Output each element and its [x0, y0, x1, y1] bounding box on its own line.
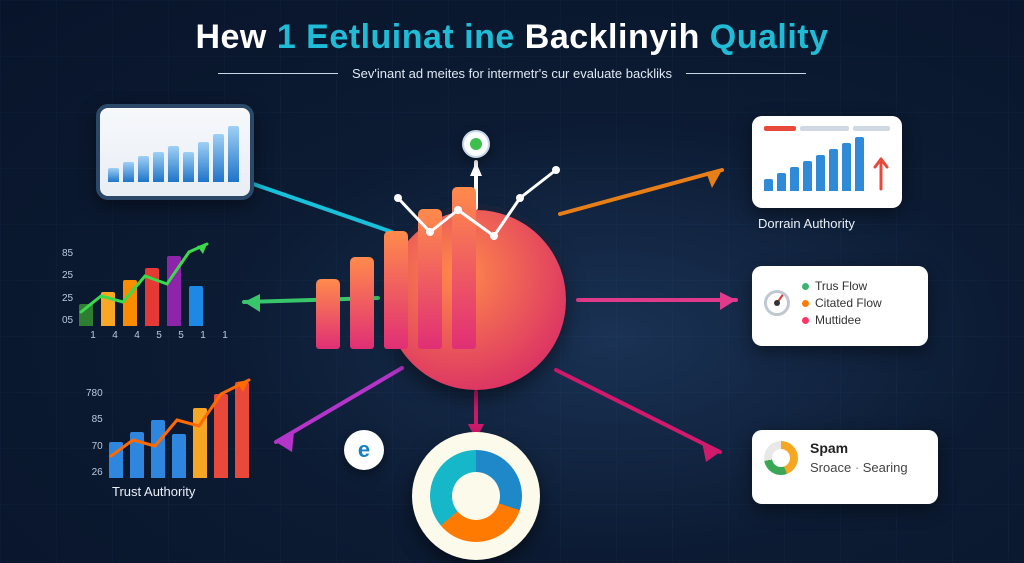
gauge-icon [764, 290, 790, 316]
ml-trendline [79, 242, 203, 332]
center-marker [462, 130, 490, 158]
card-bot-left: 780857026 Trust Authority [86, 388, 249, 499]
tr-header-bars [764, 126, 890, 131]
subtitle-text: Sev'inant ad meites for intermetr's cur … [352, 66, 672, 81]
card-mid-right: Trus Flow Citated Flow Muttidee [752, 266, 928, 346]
card-top-right [752, 116, 902, 208]
center-bars [316, 238, 476, 349]
subtitle-row: Sev'inant ad meites for intermetr's cur … [0, 66, 1024, 81]
mr-list-item: Citated Flow [802, 296, 882, 310]
tl-bar-chart [108, 116, 242, 182]
rule-right [686, 73, 806, 74]
card-mid-left: 85252505 1445511 [62, 248, 232, 341]
donut-hole [452, 472, 500, 520]
bl-y-axis: 780857026 [86, 388, 103, 478]
card-bot-right: Spam Sroace · Searing [752, 430, 938, 504]
e-glyph: e [358, 437, 370, 463]
tr-up-arrow-icon [872, 151, 890, 191]
bl-label: Trust Authority [112, 484, 249, 499]
e-badge-icon: e [344, 430, 384, 470]
marker-dot-icon [470, 138, 482, 150]
br-line2: Sroace · Searing [810, 460, 908, 475]
mr-list-item: Muttidee [802, 313, 882, 327]
card-top-left [96, 104, 254, 200]
bl-trendline [109, 380, 249, 480]
tr-bar-chart [764, 137, 864, 191]
page-title: Hew 1 Eetluinat ine Backlinyih Quality [0, 18, 1024, 57]
br-line1: Spam [810, 440, 908, 456]
mr-list: Trus Flow Citated Flow Muttidee [802, 276, 882, 330]
ml-y-axis: 85252505 [62, 248, 73, 326]
tr-label: Dorrain Authority [758, 216, 855, 231]
mr-list-item: Trus Flow [802, 279, 882, 293]
ring-icon [764, 441, 798, 475]
br-text: Spam Sroace · Searing [810, 440, 908, 475]
rule-left [218, 73, 338, 74]
donut-chart [412, 432, 540, 560]
br-line2b: Searing [863, 460, 908, 475]
br-line2a: Sroace [810, 460, 851, 475]
header: Hew 1 Eetluinat ine Backlinyih Quality [0, 18, 1024, 57]
